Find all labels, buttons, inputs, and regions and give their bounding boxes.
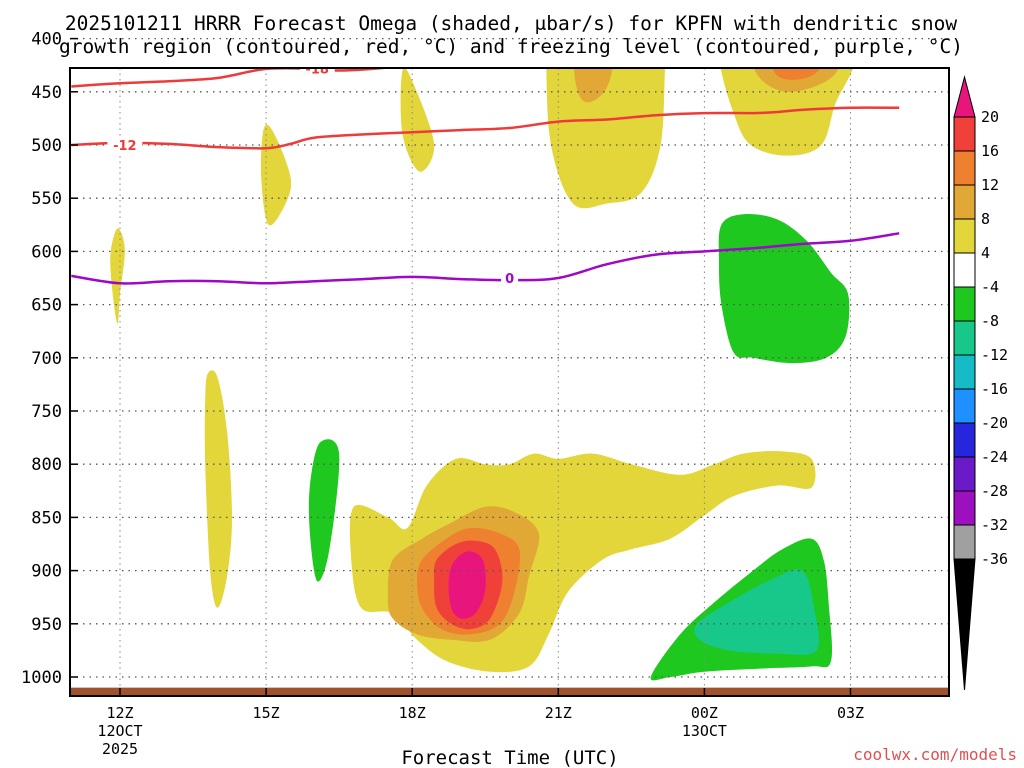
x-tick-date-12Z: 12OCT	[97, 722, 142, 740]
y-tick-label-500: 500	[31, 136, 62, 156]
isotherm-18-label: -18	[305, 62, 329, 77]
x-tick-label-00Z: 00Z	[691, 704, 718, 722]
x-tick-label-03Z: 03Z	[837, 704, 864, 722]
x-tick-label-15Z: 15Z	[253, 704, 280, 722]
gridlines	[70, 37, 949, 696]
x-tick-date-00Z: 13OCT	[682, 722, 727, 740]
y-tick-label-950: 950	[31, 615, 62, 635]
omega-region-10	[772, 68, 821, 80]
x-tick-label-18Z: 18Z	[399, 704, 426, 722]
y-tick-label-600: 600	[31, 242, 62, 262]
colorbar-tick-8: 8	[981, 210, 990, 228]
omega-region-7	[546, 68, 854, 209]
colorbar-bin-10	[953, 422, 976, 458]
colorbar-bin-6	[953, 286, 976, 322]
y-tick-label-850: 850	[31, 508, 62, 528]
colorbar-tick-4: 4	[981, 244, 990, 262]
colorbar-tick--16: -16	[981, 380, 1008, 398]
freezing-level-label: 0	[505, 272, 514, 287]
colorbar-tick-16: 16	[981, 142, 999, 160]
colorbar-bin-11	[953, 456, 976, 492]
omega-region-1	[110, 228, 125, 324]
omega-region-2	[204, 370, 232, 608]
colorbar-bin-2	[953, 150, 976, 186]
freezing-level-label-bg	[501, 270, 519, 286]
colorbar-tick-20: 20	[981, 108, 999, 126]
colorbar-tick--36: -36	[981, 550, 1008, 568]
colorbar-bin-12	[953, 490, 976, 526]
isotherm-12-line	[71, 106, 900, 150]
colorbar-tick--24: -24	[981, 448, 1008, 466]
y-tick-label-650: 650	[31, 296, 62, 316]
omega-region-3	[260, 124, 292, 226]
colorbar-tick--8: -8	[981, 312, 999, 330]
omega-region-17	[694, 569, 820, 655]
isotherm-12-label-bg	[107, 137, 143, 153]
colorbar-tick--28: -28	[981, 482, 1008, 500]
colorbar-bin-8	[953, 354, 976, 390]
ground-layer	[70, 687, 949, 696]
colorbar-bin-1	[953, 116, 976, 152]
plot-frame	[69, 67, 950, 697]
y-tick-label-750: 750	[31, 402, 62, 422]
x-axis-label: Forecast Time (UTC)	[401, 747, 618, 768]
omega-region-8	[573, 68, 613, 103]
colorbar: 20 16 12 8 4 -4 -8 -12 -16 -20 -24 -28 -32 -36	[953, 75, 1008, 691]
y-tick-label-700: 700	[31, 349, 62, 369]
y-tick-label-450: 450	[31, 83, 62, 103]
y-axis: 2503003504004505005506006507007508008509…	[21, 30, 78, 688]
x-tick-label-21Z: 21Z	[545, 704, 572, 722]
ground-strip	[70, 687, 949, 696]
colorbar-tick--20: -20	[981, 414, 1008, 432]
y-tick-label-900: 900	[31, 562, 62, 582]
isotherm-18-label-bg	[299, 68, 335, 77]
credit-link[interactable]: coolwx.com/models	[853, 745, 1017, 764]
omega-region-14	[448, 551, 486, 619]
colorbar-tick--32: -32	[981, 516, 1008, 534]
omega-shading-layer	[110, 68, 854, 681]
contour-layer: -18 -12 0	[71, 62, 900, 287]
chart-title-line-1: 2025101211 HRRR Forecast Omega (shaded, …	[65, 12, 957, 35]
colorbar-bin-9	[953, 388, 976, 424]
omega-region-5	[308, 439, 340, 582]
y-tick-label-550: 550	[31, 189, 62, 209]
omega-region-9	[753, 68, 839, 92]
isotherm-12-label: -12	[113, 139, 137, 154]
isotherm-18-line	[71, 68, 393, 88]
chart-title-line-2: growth region (contoured, red, °C) and f…	[59, 35, 963, 58]
colorbar-tick--12: -12	[981, 346, 1008, 364]
x-tick-label-12Z: 12Z	[106, 704, 133, 722]
colorbar-bin-3	[953, 184, 976, 220]
colorbar-bin-13	[953, 524, 976, 560]
colorbar-bin-4	[953, 218, 976, 254]
colorbar-bottom-arrow	[953, 558, 976, 691]
y-tick-label-800: 800	[31, 455, 62, 475]
colorbar-tick--4: -4	[981, 278, 999, 296]
omega-region-4	[400, 68, 435, 172]
colorbar-bin-7	[953, 320, 976, 356]
colorbar-tick-12: 12	[981, 176, 999, 194]
omega-region-15	[718, 213, 850, 364]
freezing-level-line	[71, 232, 900, 285]
colorbar-top-arrow	[953, 75, 976, 118]
x-tick-year-12Z: 2025	[102, 740, 138, 758]
y-tick-label-400: 400	[31, 30, 62, 50]
y-tick-label-1000: 1000	[21, 668, 62, 688]
colorbar-bin-5	[953, 252, 976, 288]
